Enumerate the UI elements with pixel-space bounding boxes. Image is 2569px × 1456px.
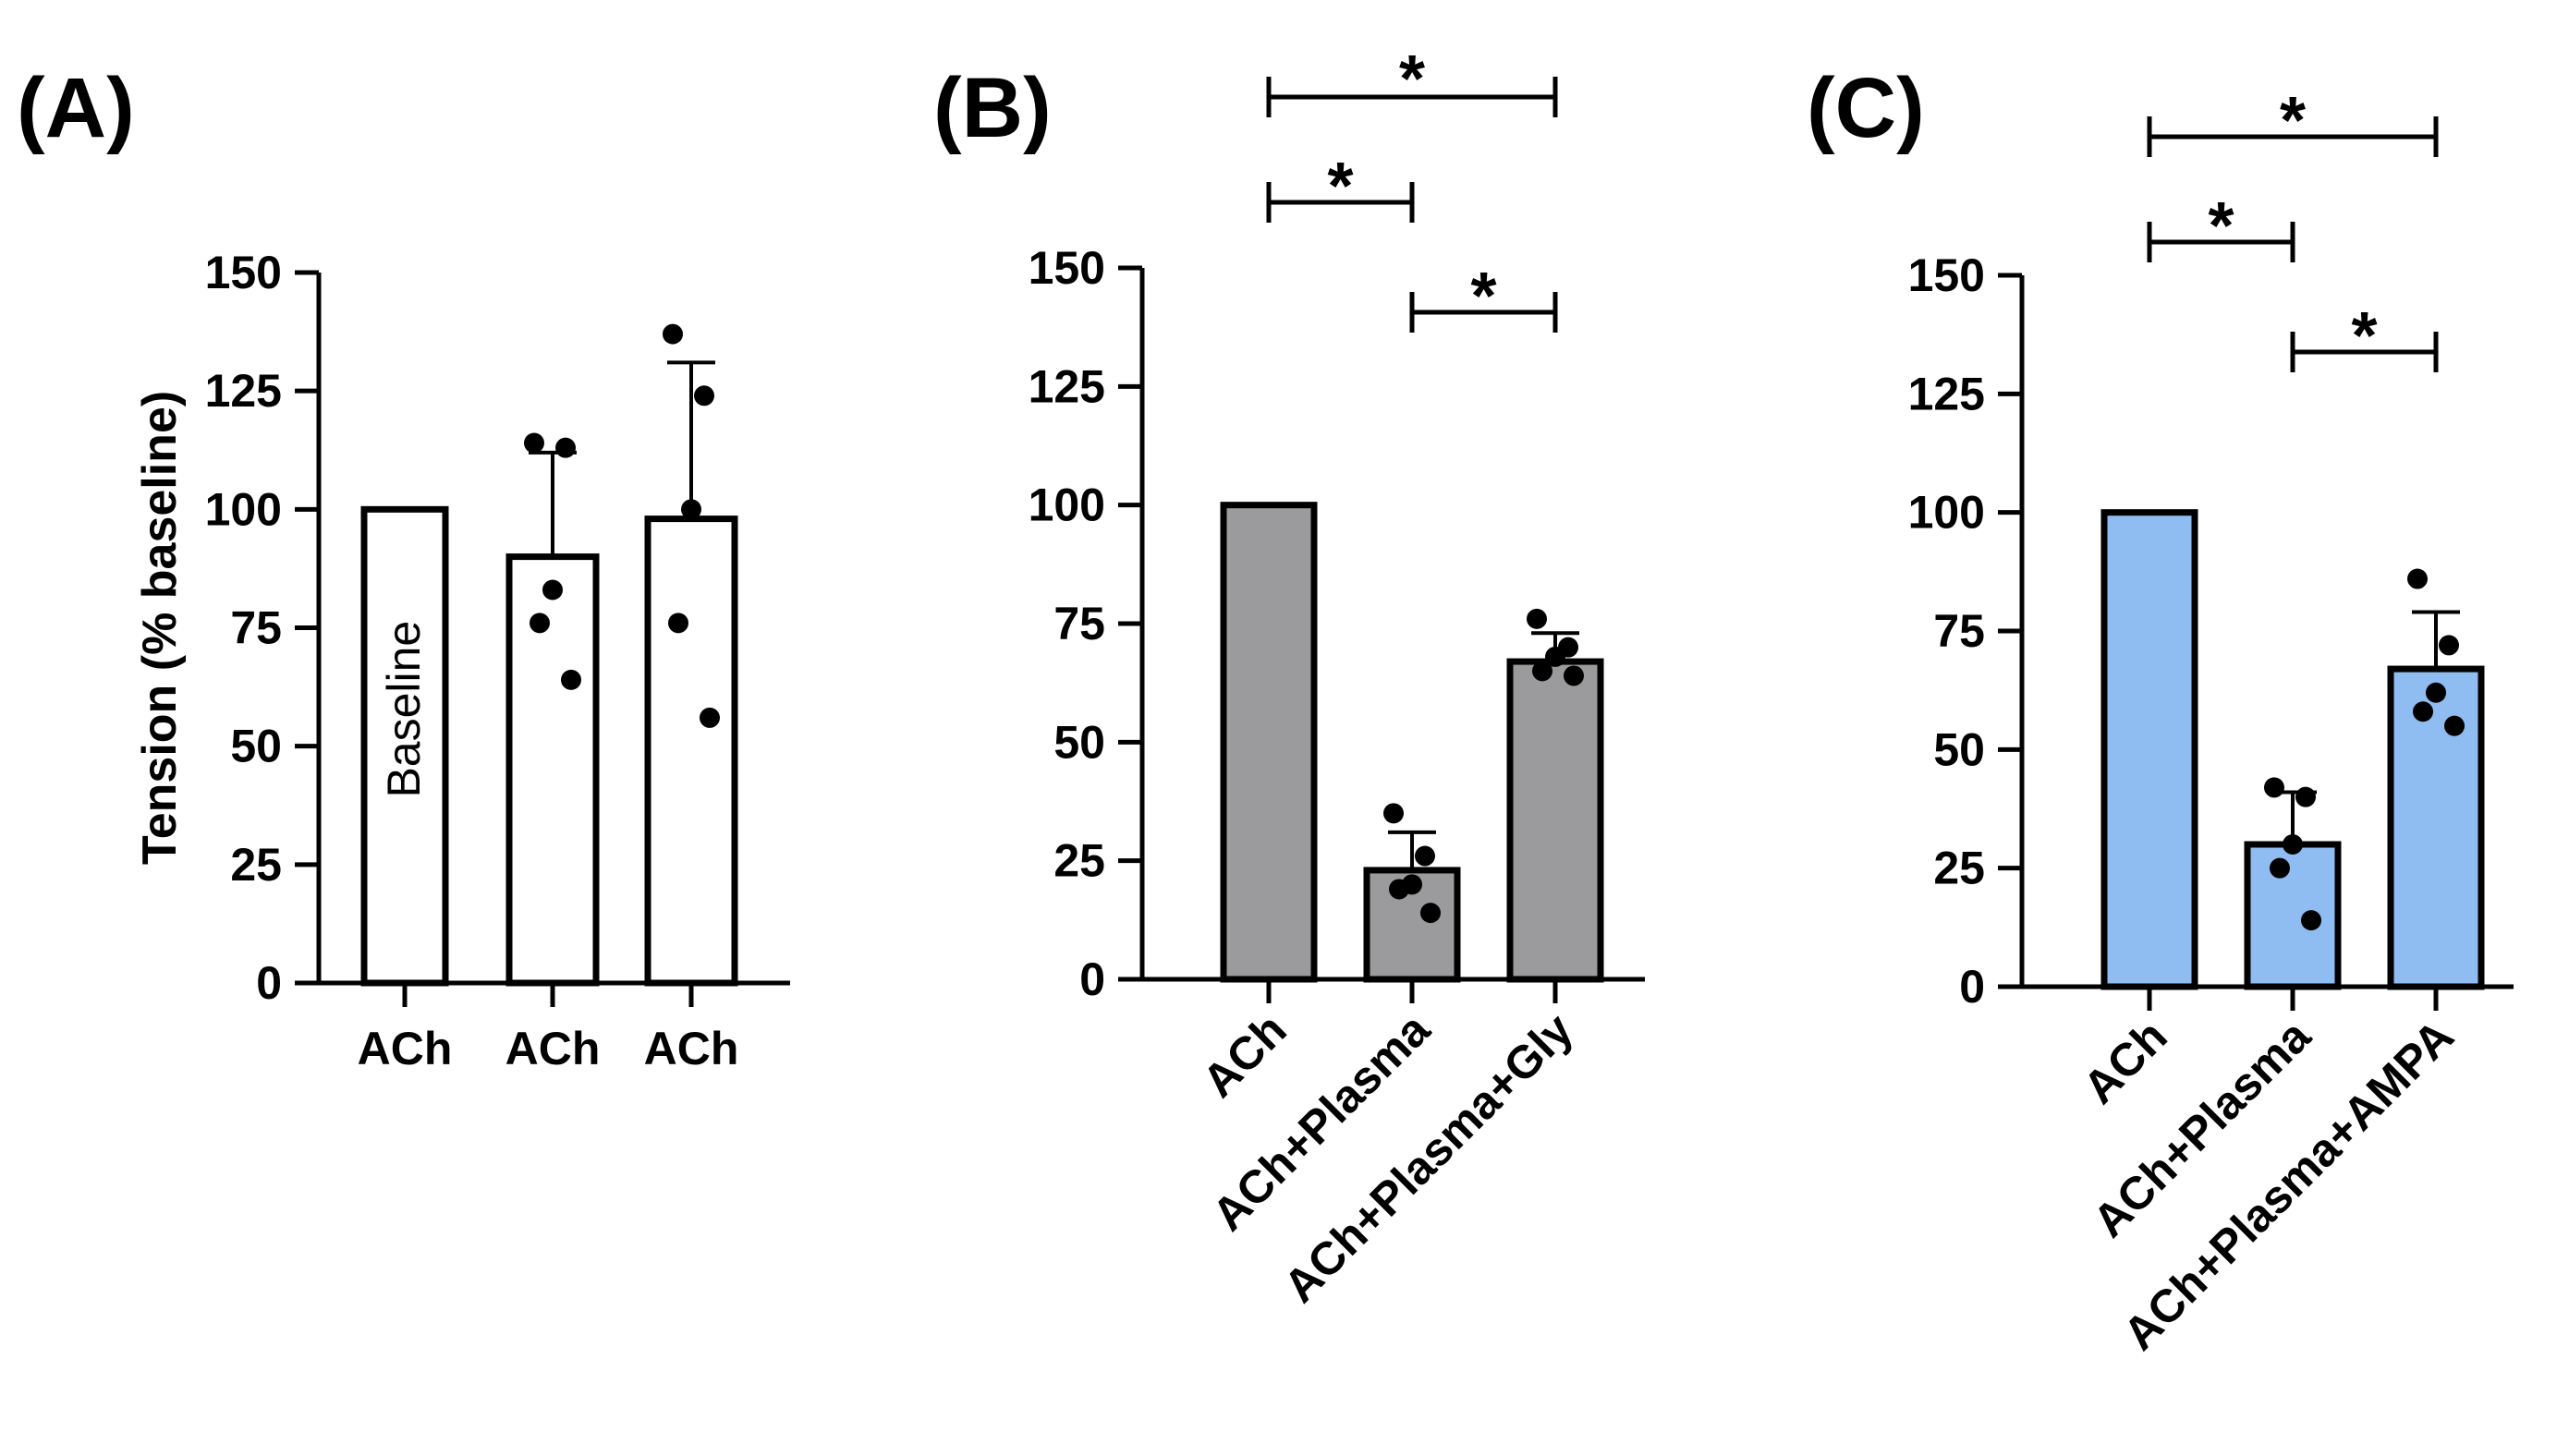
data-point bbox=[2413, 701, 2433, 722]
bar bbox=[644, 516, 738, 987]
panel-c: (C)0255075100125150AChACh+PlasmaACh+Plas… bbox=[1807, 61, 2514, 1360]
y-tick-label: 50 bbox=[1933, 723, 1985, 775]
data-point bbox=[1389, 879, 1409, 900]
y-tick-label: 25 bbox=[1053, 835, 1105, 887]
panel-letter: (C) bbox=[1807, 61, 1925, 155]
y-tick-label: 75 bbox=[1053, 598, 1105, 649]
panel-b: (B)0255075100125150AChACh+PlasmaACh+Plas… bbox=[933, 42, 1645, 1313]
bar bbox=[505, 553, 600, 987]
data-point bbox=[530, 613, 550, 634]
data-point bbox=[1383, 803, 1404, 824]
data-point bbox=[1527, 608, 1547, 629]
data-point bbox=[2439, 635, 2459, 656]
y-tick-label: 50 bbox=[1053, 716, 1105, 768]
data-point bbox=[2301, 910, 2321, 931]
data-point bbox=[561, 669, 581, 690]
data-point bbox=[1532, 661, 1552, 682]
data-point bbox=[2295, 786, 2316, 807]
significance-star: * bbox=[2351, 299, 2377, 373]
y-tick-label: 150 bbox=[1908, 249, 1985, 301]
data-point bbox=[2283, 834, 2303, 855]
x-category-label: ACh bbox=[2074, 1010, 2177, 1113]
significance-star: * bbox=[1399, 42, 1425, 116]
data-point bbox=[2407, 568, 2428, 589]
data-point bbox=[1545, 646, 1565, 667]
bar bbox=[2100, 509, 2198, 990]
data-point bbox=[542, 579, 563, 601]
data-point bbox=[2270, 857, 2290, 879]
data-point bbox=[524, 432, 544, 454]
data-point bbox=[663, 323, 683, 345]
y-tick-label: 0 bbox=[1959, 961, 1985, 1013]
data-point bbox=[694, 385, 714, 406]
y-tick-label: 50 bbox=[230, 721, 282, 772]
y-tick-label: 0 bbox=[1079, 953, 1105, 1005]
y-tick-label: 0 bbox=[256, 957, 282, 1009]
y-tick-label: 100 bbox=[205, 483, 282, 535]
bar-inner-label: Baseline bbox=[378, 621, 430, 798]
data-point bbox=[2264, 777, 2284, 798]
data-point bbox=[1420, 903, 1441, 924]
bar bbox=[1220, 502, 1318, 983]
x-category-label: ACh bbox=[358, 1023, 453, 1074]
bar bbox=[1506, 658, 1604, 983]
data-point bbox=[2426, 682, 2446, 703]
data-point bbox=[555, 437, 576, 458]
data-point bbox=[668, 613, 688, 634]
y-tick-label: 125 bbox=[205, 365, 282, 417]
panel-letter: (B) bbox=[933, 61, 1052, 155]
data-point bbox=[700, 707, 720, 728]
y-tick-label: 75 bbox=[230, 602, 282, 654]
x-category-label: ACh bbox=[644, 1023, 739, 1074]
bar bbox=[2387, 665, 2485, 990]
y-tick-label: 75 bbox=[1933, 605, 1985, 657]
x-category-label: ACh bbox=[1193, 1003, 1297, 1107]
significance-star: * bbox=[2208, 189, 2234, 263]
data-point bbox=[1415, 845, 1435, 867]
data-point bbox=[681, 499, 701, 520]
y-tick-label: 100 bbox=[1908, 487, 1985, 539]
y-tick-label: 100 bbox=[1029, 479, 1105, 531]
y-tick-label: 125 bbox=[1908, 368, 1985, 419]
y-axis-label: Tension (% baseline) bbox=[133, 391, 187, 865]
y-tick-label: 125 bbox=[1029, 360, 1105, 412]
significance-star: * bbox=[1470, 260, 1496, 334]
x-category-label: ACh bbox=[505, 1023, 601, 1074]
data-point bbox=[1564, 665, 1584, 686]
significance-star: * bbox=[1327, 150, 1353, 224]
bar bbox=[2244, 841, 2342, 990]
y-tick-label: 150 bbox=[205, 247, 282, 298]
y-tick-label: 150 bbox=[1029, 242, 1105, 294]
y-tick-label: 25 bbox=[230, 839, 282, 891]
panel-letter: (A) bbox=[17, 61, 135, 155]
y-tick-label: 25 bbox=[1933, 843, 1985, 894]
panel-a: (A) Tension (% baseline) Baseline 0 25 50 75 10… bbox=[17, 61, 790, 1074]
data-point bbox=[2444, 715, 2465, 736]
significance-star: * bbox=[2280, 84, 2306, 158]
